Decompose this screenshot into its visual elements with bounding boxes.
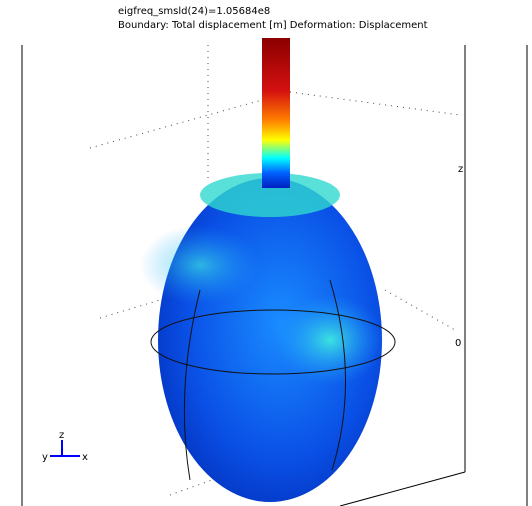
triad-label: x <box>82 452 88 463</box>
highlight <box>140 225 260 305</box>
stem <box>262 38 290 188</box>
triad-label: y <box>42 452 48 463</box>
axis-label: 0 <box>455 338 461 349</box>
subtitle: Boundary: Total displacement [m] Deforma… <box>118 20 428 31</box>
title: eigfreq_smsld(24)=1.05684e8 <box>118 6 270 17</box>
plot-view: eigfreq_smsld(24)=1.05684e8 Boundary: To… <box>0 0 532 506</box>
triad-label: z <box>59 430 64 441</box>
axis-label: z <box>458 164 463 175</box>
highlight <box>275 295 385 385</box>
axis-triad: z y x <box>42 430 88 463</box>
